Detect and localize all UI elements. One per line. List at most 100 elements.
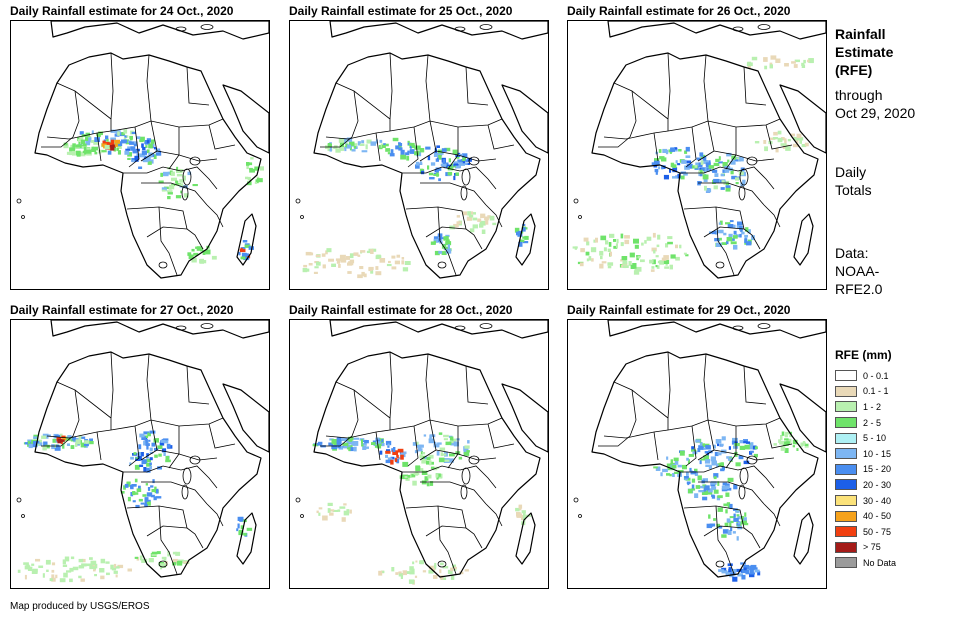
rainfall-cell	[241, 252, 247, 257]
rainfall-cell	[353, 143, 358, 148]
rainfall-cell	[685, 146, 690, 152]
coastline	[793, 213, 814, 266]
rainfall-cell	[640, 259, 645, 263]
rainfall-cell	[339, 142, 345, 147]
rainfall-cell	[784, 434, 788, 438]
rainfall-cell	[738, 157, 744, 162]
sidebar-source-line-2: NOAA-	[835, 263, 880, 279]
rainfall-cell	[721, 485, 728, 490]
rainfall-cell	[24, 442, 30, 445]
rainfall-cell	[246, 164, 249, 170]
rainfall-cell	[147, 161, 152, 165]
rainfall-cell	[440, 562, 444, 566]
rainfall-cell	[458, 154, 463, 157]
rainfall-cell	[346, 440, 349, 445]
rainfall-cell	[378, 570, 383, 576]
rainfall-cell	[775, 58, 781, 63]
rainfall-cell	[685, 254, 689, 257]
country-border	[206, 204, 224, 228]
rainfall-cell	[721, 567, 727, 571]
rainfall-cell	[401, 257, 405, 260]
rainfall-cell	[450, 575, 455, 580]
rainfall-cell	[763, 140, 767, 144]
rainfall-cell	[423, 434, 427, 437]
rainfall-cell	[445, 234, 450, 237]
coastline	[515, 213, 536, 266]
rainfall-cell	[61, 435, 66, 439]
rainfall-cell	[636, 257, 639, 261]
rainfall-cell	[139, 452, 144, 457]
country-border	[123, 465, 218, 489]
rainfall-cell	[667, 241, 673, 245]
map-svg	[572, 21, 826, 279]
rainfall-cell	[418, 444, 421, 450]
rainfall-cell	[655, 265, 658, 268]
rainfall-cell	[132, 160, 135, 163]
rainfall-cell	[691, 478, 696, 483]
legend-label: > 75	[863, 542, 881, 553]
rainfall-cell	[687, 482, 690, 486]
rainfall-cell	[434, 444, 440, 447]
sidebar-totals-line-2: Totals	[835, 182, 872, 198]
rainfall-cell	[686, 160, 692, 164]
country-border	[653, 431, 659, 461]
rainfall-cell	[787, 139, 791, 142]
rainfall-cell	[733, 224, 736, 229]
country-border	[435, 150, 497, 162]
rainfall-cell	[141, 459, 148, 465]
country-border	[598, 136, 631, 148]
rainfall-cell	[443, 438, 448, 441]
country-border	[613, 82, 669, 131]
rainfall-cell	[429, 460, 432, 466]
rainfall-cell	[743, 460, 750, 465]
rainfall-cell	[130, 456, 134, 460]
rainfall-cell	[375, 437, 380, 440]
rainfall-cell	[677, 163, 681, 166]
rainfall-cell	[652, 259, 656, 265]
rainfall-cell	[733, 244, 738, 250]
country-border	[487, 423, 515, 449]
rainfall-cell	[336, 440, 342, 445]
rainfall-cell	[329, 146, 332, 152]
rainfall-cell	[165, 459, 171, 463]
rainfall-cell	[141, 150, 147, 155]
country-border	[156, 449, 218, 461]
rainfall-cell	[158, 453, 162, 457]
rainfall-cell	[694, 493, 699, 498]
rainfall-cell	[314, 266, 319, 269]
rainfall-cell	[167, 196, 171, 200]
rainfall-cell	[93, 569, 96, 572]
rainfall-cell	[145, 443, 150, 446]
rainfall-cell	[717, 442, 719, 447]
rainfall-cell	[764, 65, 768, 70]
rainfall-cell	[127, 496, 131, 502]
rainfall-cell	[435, 158, 439, 162]
rainfall-cell	[720, 443, 724, 446]
rainfall-cell	[83, 146, 87, 152]
rainfall-cell	[41, 435, 47, 439]
rainfall-cell	[736, 157, 740, 160]
rainfall-cell	[725, 182, 730, 186]
rainfall-cell	[720, 173, 725, 177]
rainfall-cell	[397, 448, 404, 453]
rainfall-cell	[180, 190, 183, 194]
lake	[468, 156, 480, 166]
coastline	[329, 21, 548, 40]
rainfall-cell	[89, 438, 93, 442]
rainfall-cell	[240, 525, 244, 530]
rainfall-cell	[632, 263, 637, 267]
rainfall-cell	[433, 575, 438, 579]
rainfall-cell	[376, 254, 381, 257]
rainfall-cell	[595, 237, 598, 243]
rainfall-cell	[316, 510, 319, 514]
rainfall-cell	[793, 136, 800, 141]
coastline	[222, 84, 269, 154]
rainfall-cell	[385, 454, 388, 458]
rainfall-cell	[111, 567, 117, 571]
rainfall-cell	[781, 431, 785, 436]
rainfall-cell	[414, 450, 419, 454]
rainfall-cell	[706, 167, 712, 171]
rainfall-cell	[347, 436, 354, 441]
rainfall-cell	[671, 465, 677, 469]
rainfall-cell	[326, 248, 332, 253]
